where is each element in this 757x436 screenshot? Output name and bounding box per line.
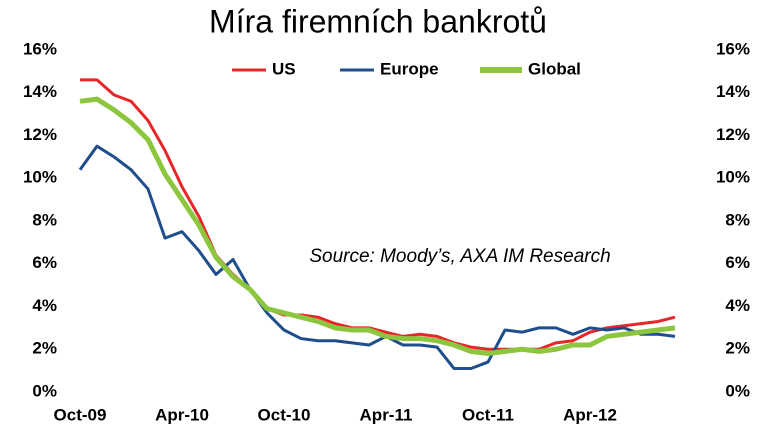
y-tick-label: 2%	[32, 339, 57, 358]
y2-tick-label: 14%	[716, 82, 750, 101]
legend-label: US	[272, 59, 296, 78]
y-tick-label: 12%	[23, 125, 57, 144]
y-tick-label: 16%	[23, 39, 57, 58]
y2-tick-label: 8%	[725, 210, 750, 229]
x-tick-label: Oct-11	[462, 405, 514, 424]
y2-tick-label: 10%	[716, 168, 750, 187]
y-tick-label: 0%	[32, 381, 57, 400]
legend-label: Europe	[380, 59, 439, 78]
chart-title: Míra firemních bankrotů	[209, 3, 547, 39]
y2-tick-label: 6%	[725, 253, 750, 272]
series-line	[79, 96, 676, 357]
y-tick-label: 10%	[23, 168, 57, 187]
series-line	[80, 78, 676, 351]
x-tick-label: Apr-10	[155, 405, 209, 424]
y2-tick-label: 12%	[716, 125, 750, 144]
y-tick-label: 4%	[32, 296, 57, 315]
annotation: Source: Moody’s, AXA IM Research	[309, 246, 610, 267]
x-tick-label: Apr-12	[563, 405, 617, 424]
y2-tick-label: 0%	[725, 381, 750, 400]
y2-tick-label: 16%	[716, 39, 750, 58]
y-tick-label: 14%	[23, 82, 57, 101]
x-tick-label: Apr-11	[360, 405, 413, 424]
y2-tick-label: 2%	[725, 339, 750, 358]
y-tick-label: 6%	[32, 253, 57, 272]
series-line	[78, 144, 676, 370]
legend-label: Global	[528, 59, 581, 78]
y2-tick-label: 4%	[725, 296, 750, 315]
x-tick-label: Oct-09	[54, 405, 107, 424]
x-tick-label: Oct-10	[258, 405, 311, 424]
y-tick-label: 8%	[32, 210, 57, 229]
